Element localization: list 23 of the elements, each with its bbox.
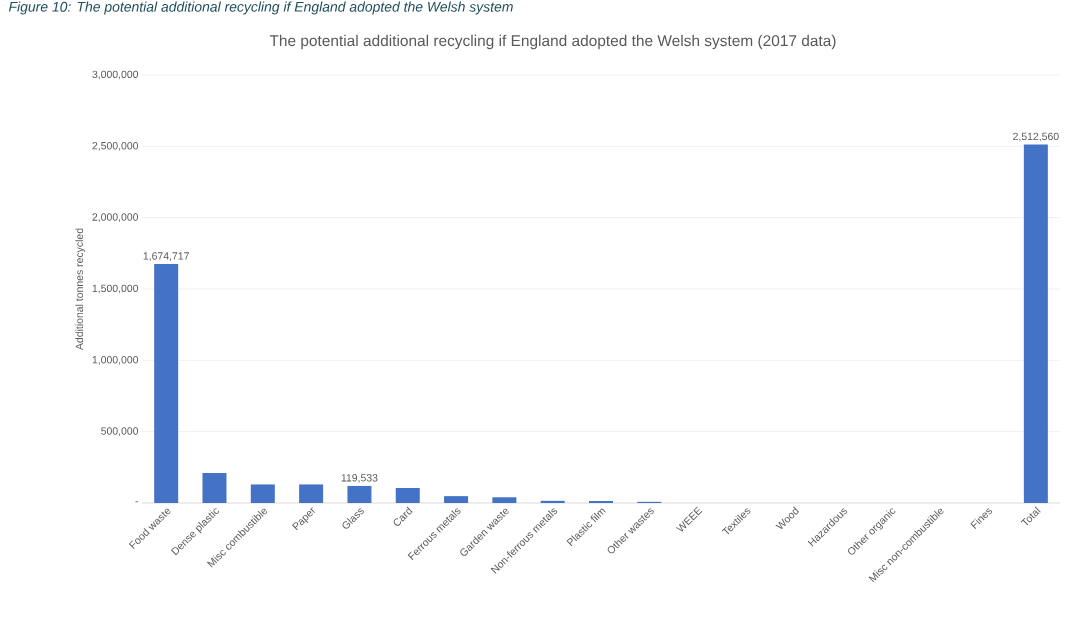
bar <box>444 496 469 503</box>
caption: Figure 10: The potential additional recycling if England adopted the Welsh system <box>8 1 513 15</box>
data-label: 1,674,717 <box>143 252 189 261</box>
bar <box>1023 144 1048 503</box>
y-tick-label: 2,500,000 <box>92 142 139 151</box>
bar <box>154 264 179 503</box>
y-tick-label: 2,000,000 <box>92 213 139 222</box>
y-tick-label: 3,000,000 <box>92 70 139 80</box>
bar <box>347 485 372 503</box>
bar <box>395 488 420 503</box>
chart-title: The potential additional recycling if England adopted the Welsh system (2017 data) <box>269 34 836 50</box>
y-tick-label: - <box>135 501 139 503</box>
bar <box>250 484 275 503</box>
bar <box>202 473 227 503</box>
y-axis-title: Additional tonnes recycled <box>75 228 86 351</box>
data-label: 119,533 <box>341 474 378 483</box>
bar <box>540 500 565 503</box>
y-tick-label: 500,000 <box>101 427 139 436</box>
bar <box>492 497 517 503</box>
y-tick-label: 1,500,000 <box>92 284 139 294</box>
data-label: 2,512,560 <box>1013 132 1059 142</box>
y-tick-label: 1,000,000 <box>92 356 139 365</box>
bar <box>299 484 324 503</box>
